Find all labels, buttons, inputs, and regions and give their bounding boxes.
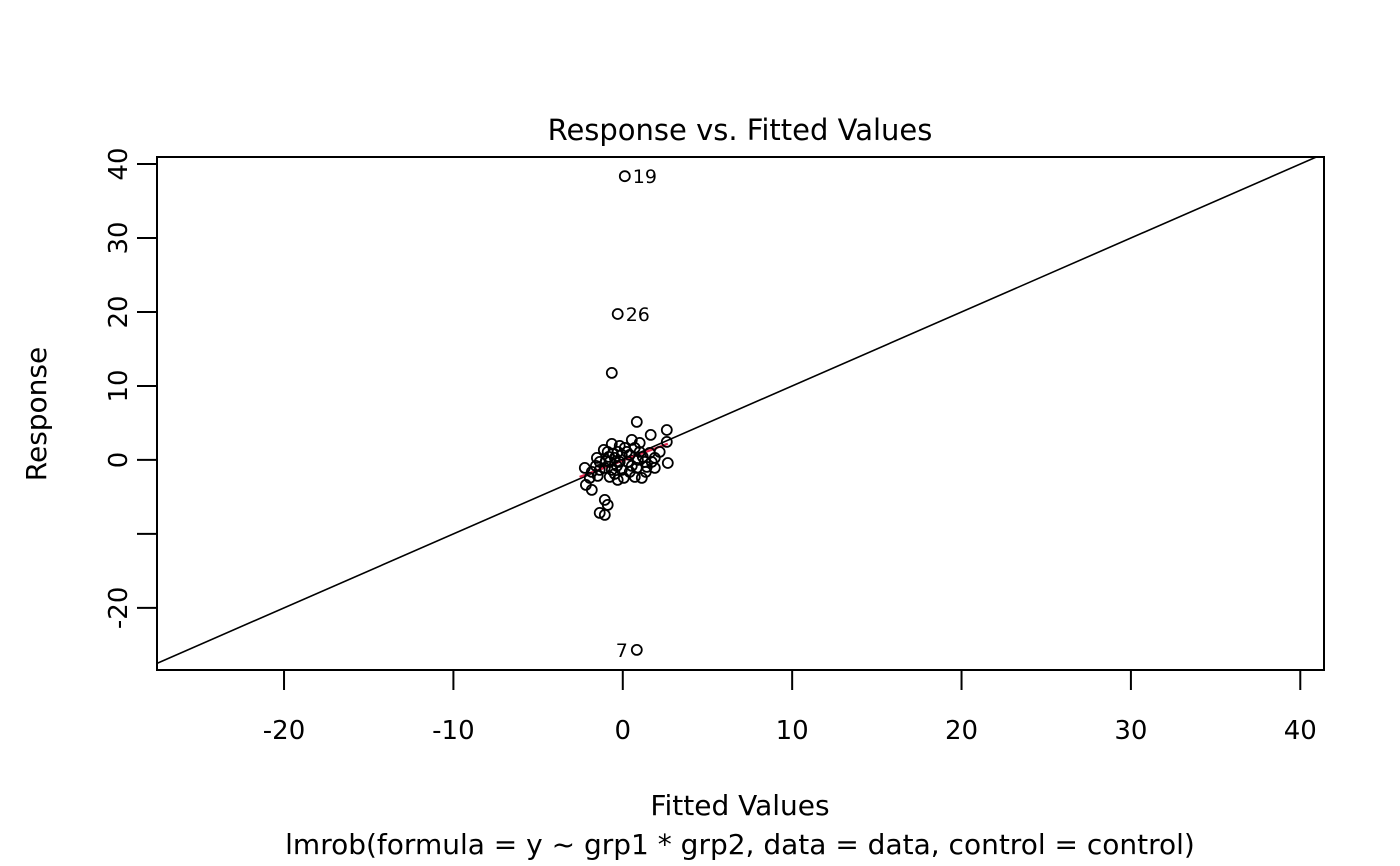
data-point (635, 471, 648, 484)
data-point-outlier (630, 644, 643, 656)
data-point (632, 453, 644, 466)
data-point (633, 445, 646, 458)
y-tick-label: 40 (104, 147, 134, 180)
data-point-outlier (611, 308, 624, 320)
data-point (583, 471, 596, 484)
data-point (585, 483, 598, 496)
data-point (660, 424, 673, 436)
x-tick-label: -20 (263, 716, 305, 746)
point-label: 19 (633, 166, 657, 188)
x-tick-label: 0 (615, 716, 632, 746)
data-point (598, 509, 611, 521)
x-axis-label: Fitted Values (650, 789, 829, 822)
y-tick-label: 30 (104, 221, 134, 254)
data-point (615, 448, 628, 461)
plot-area: 19 26 7 -20 -10 0 10 20 30 40 40 30 20 10 0 -20 (104, 147, 1325, 746)
data-point (623, 465, 636, 478)
data-point (617, 471, 630, 484)
point-label: 26 (626, 304, 650, 326)
point-label: 7 (616, 640, 628, 662)
x-tick-label: 10 (776, 716, 809, 746)
data-point (605, 366, 618, 379)
data-point (645, 455, 658, 468)
data-point-outlier (618, 170, 631, 183)
plot-border (156, 156, 1325, 671)
data-point (653, 445, 666, 458)
data-point (625, 433, 638, 446)
x-tick-label: 20 (945, 716, 978, 746)
y-tick-label: 20 (104, 295, 134, 328)
y-tick-label: 10 (104, 369, 134, 402)
data-point (660, 435, 673, 448)
data-point (593, 507, 606, 519)
y-tick-label: 0 (104, 452, 134, 469)
data-point (630, 415, 643, 428)
data-point (644, 428, 657, 441)
data-point (625, 459, 638, 472)
y-tick-label: -20 (104, 587, 134, 629)
data-point (591, 469, 604, 482)
x-tick-label: -10 (432, 716, 474, 746)
call-subtitle: lmrob(formula = y ~ grp1 * grp2, data = … (285, 828, 1195, 861)
line-layer (157, 157, 1319, 665)
data-point (661, 457, 674, 469)
data-point (648, 461, 661, 474)
data-point (611, 473, 624, 486)
x-tick-label: 40 (1284, 716, 1317, 746)
data-point (611, 459, 623, 472)
chart-title: Response vs. Fitted Values (548, 113, 933, 147)
identity-line (157, 157, 1319, 665)
y-axis-label: Response (20, 347, 53, 481)
data-point (602, 450, 615, 463)
x-tick-label: 30 (1114, 716, 1147, 746)
